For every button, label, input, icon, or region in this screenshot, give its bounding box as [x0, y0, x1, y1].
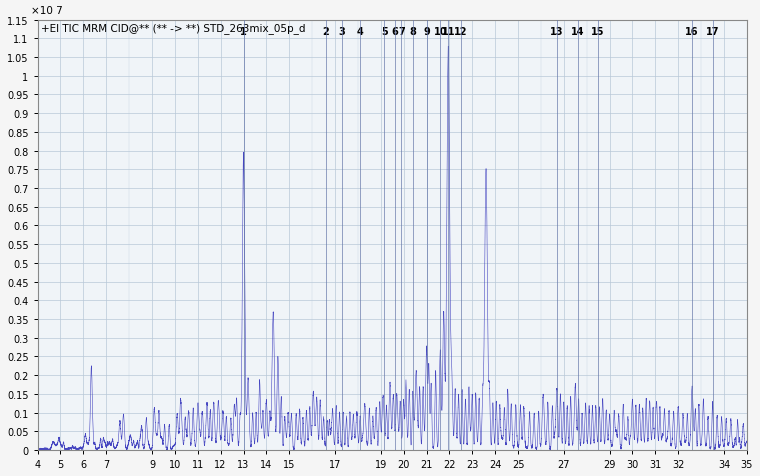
Text: ×10 7: ×10 7 — [30, 6, 62, 16]
Text: 11: 11 — [442, 27, 455, 37]
Text: 12: 12 — [454, 27, 467, 37]
Text: +EI TIC MRM CID@** (** -> **) STD_263mix_05p_d: +EI TIC MRM CID@** (** -> **) STD_263mix… — [41, 23, 306, 34]
Text: 15: 15 — [591, 27, 605, 37]
Text: 3: 3 — [338, 27, 345, 37]
Text: 14: 14 — [571, 27, 584, 37]
Text: 9: 9 — [423, 27, 430, 37]
Text: 16: 16 — [686, 27, 698, 37]
Text: 7: 7 — [398, 27, 405, 37]
Text: 13: 13 — [550, 27, 564, 37]
Text: 4: 4 — [357, 27, 363, 37]
Text: 6: 6 — [391, 27, 398, 37]
Text: 5: 5 — [381, 27, 388, 37]
Text: 1: 1 — [240, 27, 247, 37]
Text: 10: 10 — [433, 27, 447, 37]
Text: 2: 2 — [322, 27, 329, 37]
Text: 17: 17 — [706, 27, 719, 37]
Text: 8: 8 — [410, 27, 416, 37]
